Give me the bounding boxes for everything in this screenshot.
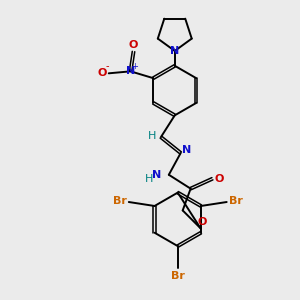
Text: O: O — [97, 68, 106, 78]
Text: H: H — [148, 131, 156, 141]
Text: Br: Br — [171, 271, 185, 281]
Text: N: N — [126, 66, 135, 76]
Text: H: H — [145, 174, 153, 184]
Text: O: O — [198, 217, 207, 227]
Text: Br: Br — [229, 196, 242, 206]
Text: +: + — [131, 62, 138, 71]
Text: O: O — [129, 40, 138, 50]
Text: N: N — [152, 170, 162, 180]
Text: -: - — [106, 61, 110, 71]
Text: O: O — [215, 174, 224, 184]
Text: N: N — [182, 145, 191, 155]
Text: Br: Br — [113, 196, 127, 206]
Text: N: N — [170, 46, 179, 56]
